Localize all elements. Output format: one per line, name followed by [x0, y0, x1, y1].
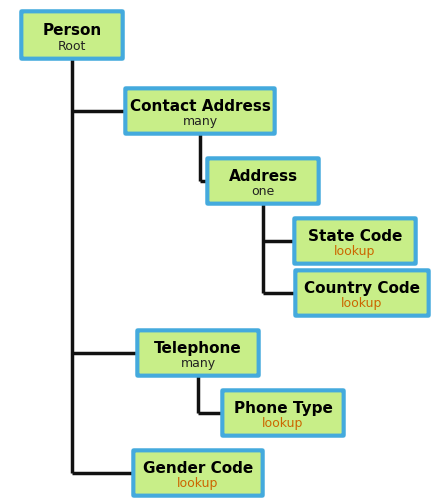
- FancyBboxPatch shape: [295, 271, 429, 316]
- Text: Country Code: Country Code: [304, 280, 420, 295]
- Text: lookup: lookup: [262, 416, 304, 429]
- Text: State Code: State Code: [308, 228, 402, 243]
- Text: many: many: [180, 357, 215, 369]
- FancyBboxPatch shape: [21, 13, 123, 60]
- Text: Telephone: Telephone: [154, 340, 242, 355]
- FancyBboxPatch shape: [207, 159, 319, 204]
- Text: Phone Type: Phone Type: [233, 400, 333, 415]
- Text: lookup: lookup: [341, 297, 383, 310]
- Text: Person: Person: [42, 23, 102, 38]
- FancyBboxPatch shape: [222, 391, 343, 436]
- Text: Root: Root: [58, 40, 86, 53]
- Text: lookup: lookup: [177, 476, 218, 489]
- Text: many: many: [182, 115, 218, 128]
- Text: Contact Address: Contact Address: [129, 99, 271, 114]
- FancyBboxPatch shape: [133, 450, 263, 495]
- Text: lookup: lookup: [334, 244, 376, 258]
- Text: Gender Code: Gender Code: [143, 460, 253, 475]
- FancyBboxPatch shape: [137, 331, 259, 376]
- Text: Address: Address: [229, 168, 298, 183]
- Text: one: one: [251, 185, 274, 198]
- FancyBboxPatch shape: [295, 219, 416, 264]
- FancyBboxPatch shape: [125, 89, 275, 134]
